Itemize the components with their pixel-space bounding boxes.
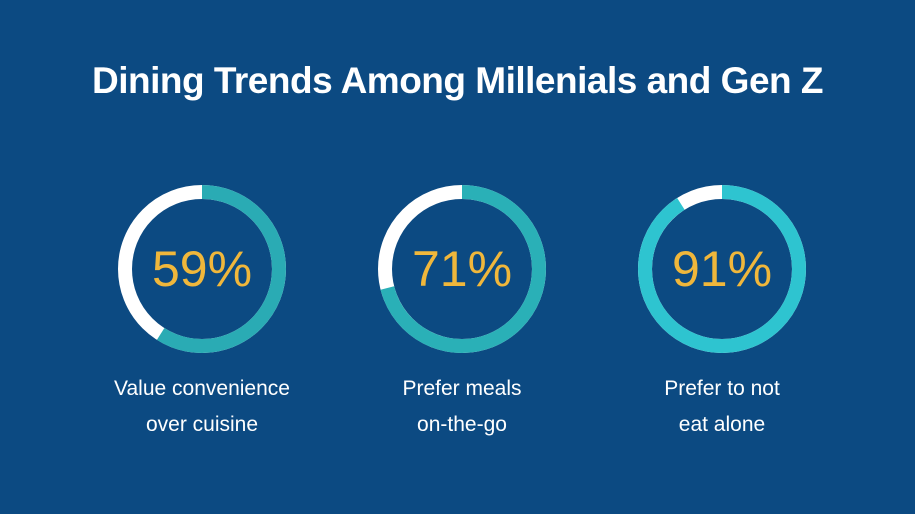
donut-fill — [638, 185, 806, 353]
stat-not-eat-alone: 91% Prefer to not eat alone — [592, 181, 852, 471]
donut-fill — [118, 185, 286, 353]
percentage-value: 59% — [151, 241, 253, 297]
donut-fill — [378, 185, 546, 353]
percentage-value: 91% — [671, 241, 773, 297]
donut-ring: 59% — [114, 181, 290, 357]
caption-line-1: Prefer meals — [402, 377, 522, 400]
caption-line-1: Value convenience — [114, 377, 290, 400]
donut-ring: 91% — [634, 181, 810, 357]
stat-meals-on-the-go: 71% Prefer meals on-the-go — [332, 181, 592, 471]
stat-value-convenience: 59% Value convenience over cuisine — [72, 181, 332, 471]
caption-line-2: eat alone — [678, 413, 766, 436]
stat-caption: Value convenience over cuisine — [72, 371, 332, 443]
stat-caption: Prefer to not eat alone — [592, 371, 852, 443]
page-title: Dining Trends Among Millenials and Gen Z — [91, 60, 824, 101]
percentage-value: 71% — [411, 241, 513, 297]
stat-caption: Prefer meals on-the-go — [332, 371, 592, 443]
caption-line-2: on-the-go — [417, 413, 507, 436]
caption-line-1: Prefer to not — [664, 377, 780, 400]
donut-ring: 71% — [374, 181, 550, 357]
caption-line-2: over cuisine — [145, 413, 259, 436]
